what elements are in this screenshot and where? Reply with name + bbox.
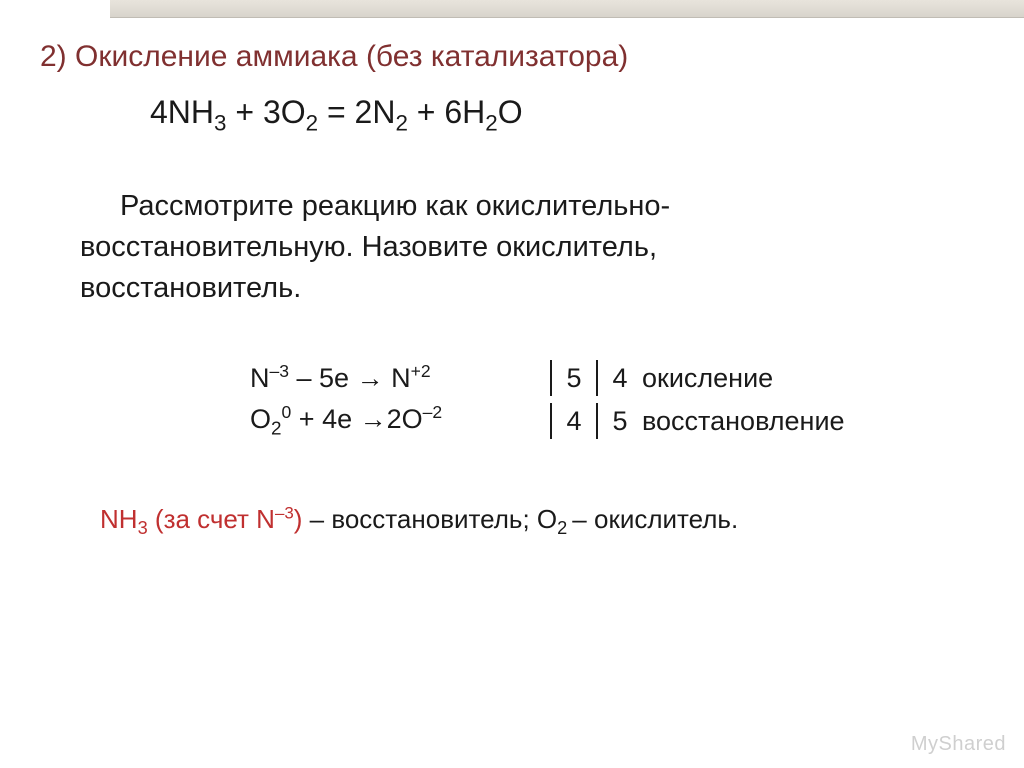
separator-icon (596, 360, 598, 396)
coefficient-reduction: 5 (608, 401, 632, 442)
half-reaction-reduction: O20 + 4e →2O–2 (250, 399, 540, 444)
half-reaction-oxidation: N–3 – 5e → N+2 (250, 358, 540, 399)
watermark: MyShared (911, 733, 1006, 756)
watermark-suffix: Shared (939, 733, 1007, 755)
label-reduction: восстановление (642, 401, 845, 442)
separator-icon (550, 360, 552, 396)
slide-content: 2) Окисление аммиака (без катализатора) … (0, 0, 1024, 539)
description-line-1: Рассмотрите реакцию как окислительно- (120, 186, 984, 227)
description-line-3: восстановитель. (80, 268, 984, 309)
task-description: Рассмотрите реакцию как окислительно- во… (80, 186, 984, 308)
electrons-lost: 5 (562, 358, 586, 399)
section-heading: 2) Окисление аммиака (без катализатора) (40, 40, 984, 74)
redox-balance-block: N–3 – 5e → N+2 5 4 окисление O20 + 4e →2… (250, 358, 984, 443)
conclusion-text: NH3 (за счет N–3) – восстановитель; O2 –… (100, 503, 984, 539)
redox-row-oxidation: N–3 – 5e → N+2 5 4 окисление (250, 358, 984, 399)
description-line-2: восстановительную. Назовите окислитель, (80, 227, 984, 268)
coefficient-oxidation: 4 (608, 358, 632, 399)
watermark-prefix: My (911, 733, 939, 755)
redox-row-reduction: O20 + 4e →2O–2 4 5 восстановление (250, 399, 984, 444)
electrons-gained: 4 (562, 401, 586, 442)
slide-top-bar (110, 0, 1024, 18)
main-equation: 4NH3 + 3O2 = 2N2 + 6H2O (150, 94, 984, 136)
separator-icon (550, 403, 552, 439)
label-oxidation: окисление (642, 358, 773, 399)
separator-icon (596, 403, 598, 439)
